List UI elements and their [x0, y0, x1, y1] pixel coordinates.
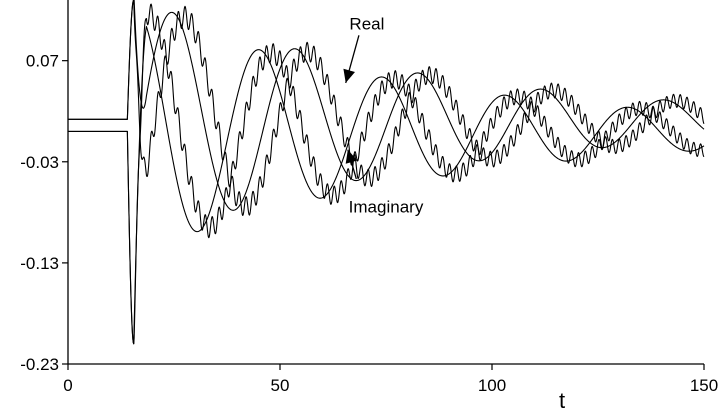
y-tick-label: 0.07 — [26, 52, 59, 71]
x-tick-label: 150 — [690, 376, 718, 395]
annotation-arrow-head — [345, 149, 358, 164]
y-tick-label: -0.13 — [20, 254, 59, 273]
y-tick-label: -0.23 — [20, 355, 59, 374]
annotation-imaginary-label: Imaginary — [349, 197, 424, 216]
plot-lines — [67, 0, 705, 345]
annotation-arrow-head — [343, 68, 355, 83]
series-line-real-smooth — [67, 0, 705, 211]
x-tick-label: 0 — [63, 376, 72, 395]
x-axis-title: t — [559, 388, 565, 413]
series-line-imaginary-smooth — [67, 26, 705, 345]
series-line-real-oscillating — [67, 0, 705, 216]
series-line-imaginary-oscillating — [67, 3, 705, 345]
ticks: 0.07 -0.03 -0.13 -0.230 50 100 150 — [20, 52, 718, 395]
annotation-real-label: Real — [349, 14, 384, 33]
x-tick-label: 50 — [271, 376, 290, 395]
annotations: Real Imaginary — [343, 14, 424, 216]
x-tick-label: 100 — [478, 376, 506, 395]
y-tick-label: -0.03 — [20, 153, 59, 172]
